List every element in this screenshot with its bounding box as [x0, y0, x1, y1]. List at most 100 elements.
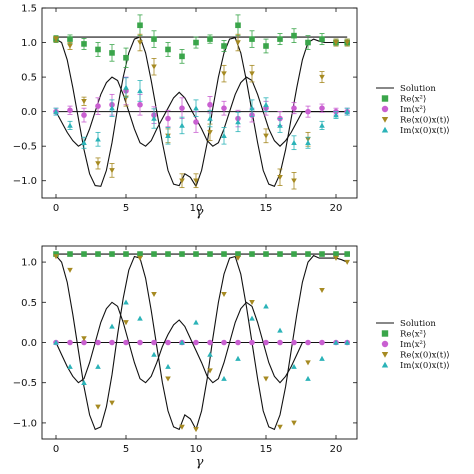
data-point [81, 339, 87, 346]
y-tick-label: 1.0 [21, 258, 37, 269]
y-tick-label: 0.0 [21, 338, 37, 349]
data-point [221, 43, 227, 49]
x-tick-label: 15 [260, 444, 273, 455]
data-point [137, 88, 143, 94]
plot-frame [41, 7, 358, 199]
legend-entry-label: Im⟨x(0)x(t)⟩ [400, 360, 450, 371]
data-point [277, 36, 283, 42]
data-point [291, 178, 297, 184]
data-point [193, 105, 199, 111]
data-point [151, 292, 157, 298]
legend-entry-label: Solution [400, 84, 436, 94]
x-tick-label: 20 [330, 444, 343, 455]
data-point [123, 54, 129, 61]
data-point [151, 36, 157, 42]
data-point [151, 351, 157, 357]
data-point [235, 22, 241, 29]
y-tick-label: −0.5 [13, 378, 37, 389]
legend-marker-swatch [381, 105, 389, 113]
data-point [165, 339, 171, 346]
data-point [263, 43, 269, 49]
series-square [53, 251, 350, 257]
legend-marker-swatch [381, 95, 389, 102]
bottom-chart-panel: 0 5 10 15 20 −1.0 −0.5 0.0 0.5 1.0 γ SolutionRe⟨x²⟩… [13, 245, 450, 470]
data-point [67, 339, 73, 346]
data-point [235, 255, 241, 261]
data-point [221, 133, 227, 139]
data-point [277, 339, 283, 346]
data-point [305, 251, 311, 257]
data-point [137, 255, 143, 261]
data-point [179, 424, 185, 430]
data-point [277, 327, 283, 333]
y-tick-label: −0.5 [13, 142, 37, 153]
x-tick-label: 0 [53, 203, 59, 214]
data-point [291, 420, 297, 426]
data-point [179, 251, 185, 257]
data-point [137, 101, 143, 108]
legend-entry-label: Im⟨x²⟩ [400, 340, 426, 350]
data-point [179, 53, 185, 60]
data-point [305, 375, 311, 381]
legend-entry-label: Im⟨x(0)x(t)⟩ [400, 125, 450, 136]
data-point [165, 133, 171, 139]
data-point [305, 360, 311, 366]
data-point [67, 36, 73, 42]
data-point [95, 103, 101, 109]
data-point [109, 400, 115, 406]
plot-data [53, 14, 351, 190]
x-axis-label: γ [196, 205, 204, 220]
data-point [249, 300, 255, 306]
data-point [193, 427, 199, 433]
data-point [53, 36, 59, 42]
data-point [207, 101, 213, 108]
data-point [221, 339, 227, 346]
data-point [319, 251, 325, 257]
data-point [81, 99, 87, 105]
data-point [193, 39, 199, 46]
y-tick-label: 1.5 [21, 4, 37, 15]
y-tick-label: 0.0 [21, 107, 37, 118]
data-point [53, 108, 59, 114]
data-point [179, 339, 185, 345]
y-tick-label: 0.5 [21, 73, 37, 84]
data-point [277, 122, 283, 128]
data-point [333, 339, 339, 345]
data-point [207, 251, 213, 257]
data-point [249, 339, 255, 346]
data-point [193, 119, 199, 125]
data-point [235, 355, 241, 361]
data-point [193, 319, 199, 325]
data-point [305, 39, 311, 46]
data-point [319, 74, 325, 80]
data-point [137, 22, 143, 29]
data-point [207, 351, 213, 357]
data-point [291, 32, 297, 39]
data-point [207, 339, 213, 346]
data-point [123, 299, 129, 305]
data-point [263, 133, 269, 139]
data-point [151, 251, 157, 257]
data-point [207, 36, 213, 42]
data-point [291, 251, 297, 257]
legend-entry-label: Re⟨x(0)x(t)⟩ [400, 350, 450, 361]
data-point [165, 251, 171, 257]
data-point [344, 251, 350, 257]
plot-data [53, 251, 351, 433]
data-point [151, 64, 157, 70]
data-point [193, 339, 199, 346]
data-point [305, 108, 311, 115]
data-point [137, 251, 143, 257]
data-point [81, 139, 87, 145]
data-point [235, 339, 241, 346]
series-triangle-up [53, 299, 350, 385]
data-point [344, 339, 350, 345]
data-point [291, 339, 297, 346]
data-point [319, 355, 325, 361]
data-point [67, 251, 73, 257]
data-point [277, 424, 283, 430]
data-point [123, 84, 129, 90]
data-point [305, 139, 311, 145]
data-point [109, 323, 115, 329]
